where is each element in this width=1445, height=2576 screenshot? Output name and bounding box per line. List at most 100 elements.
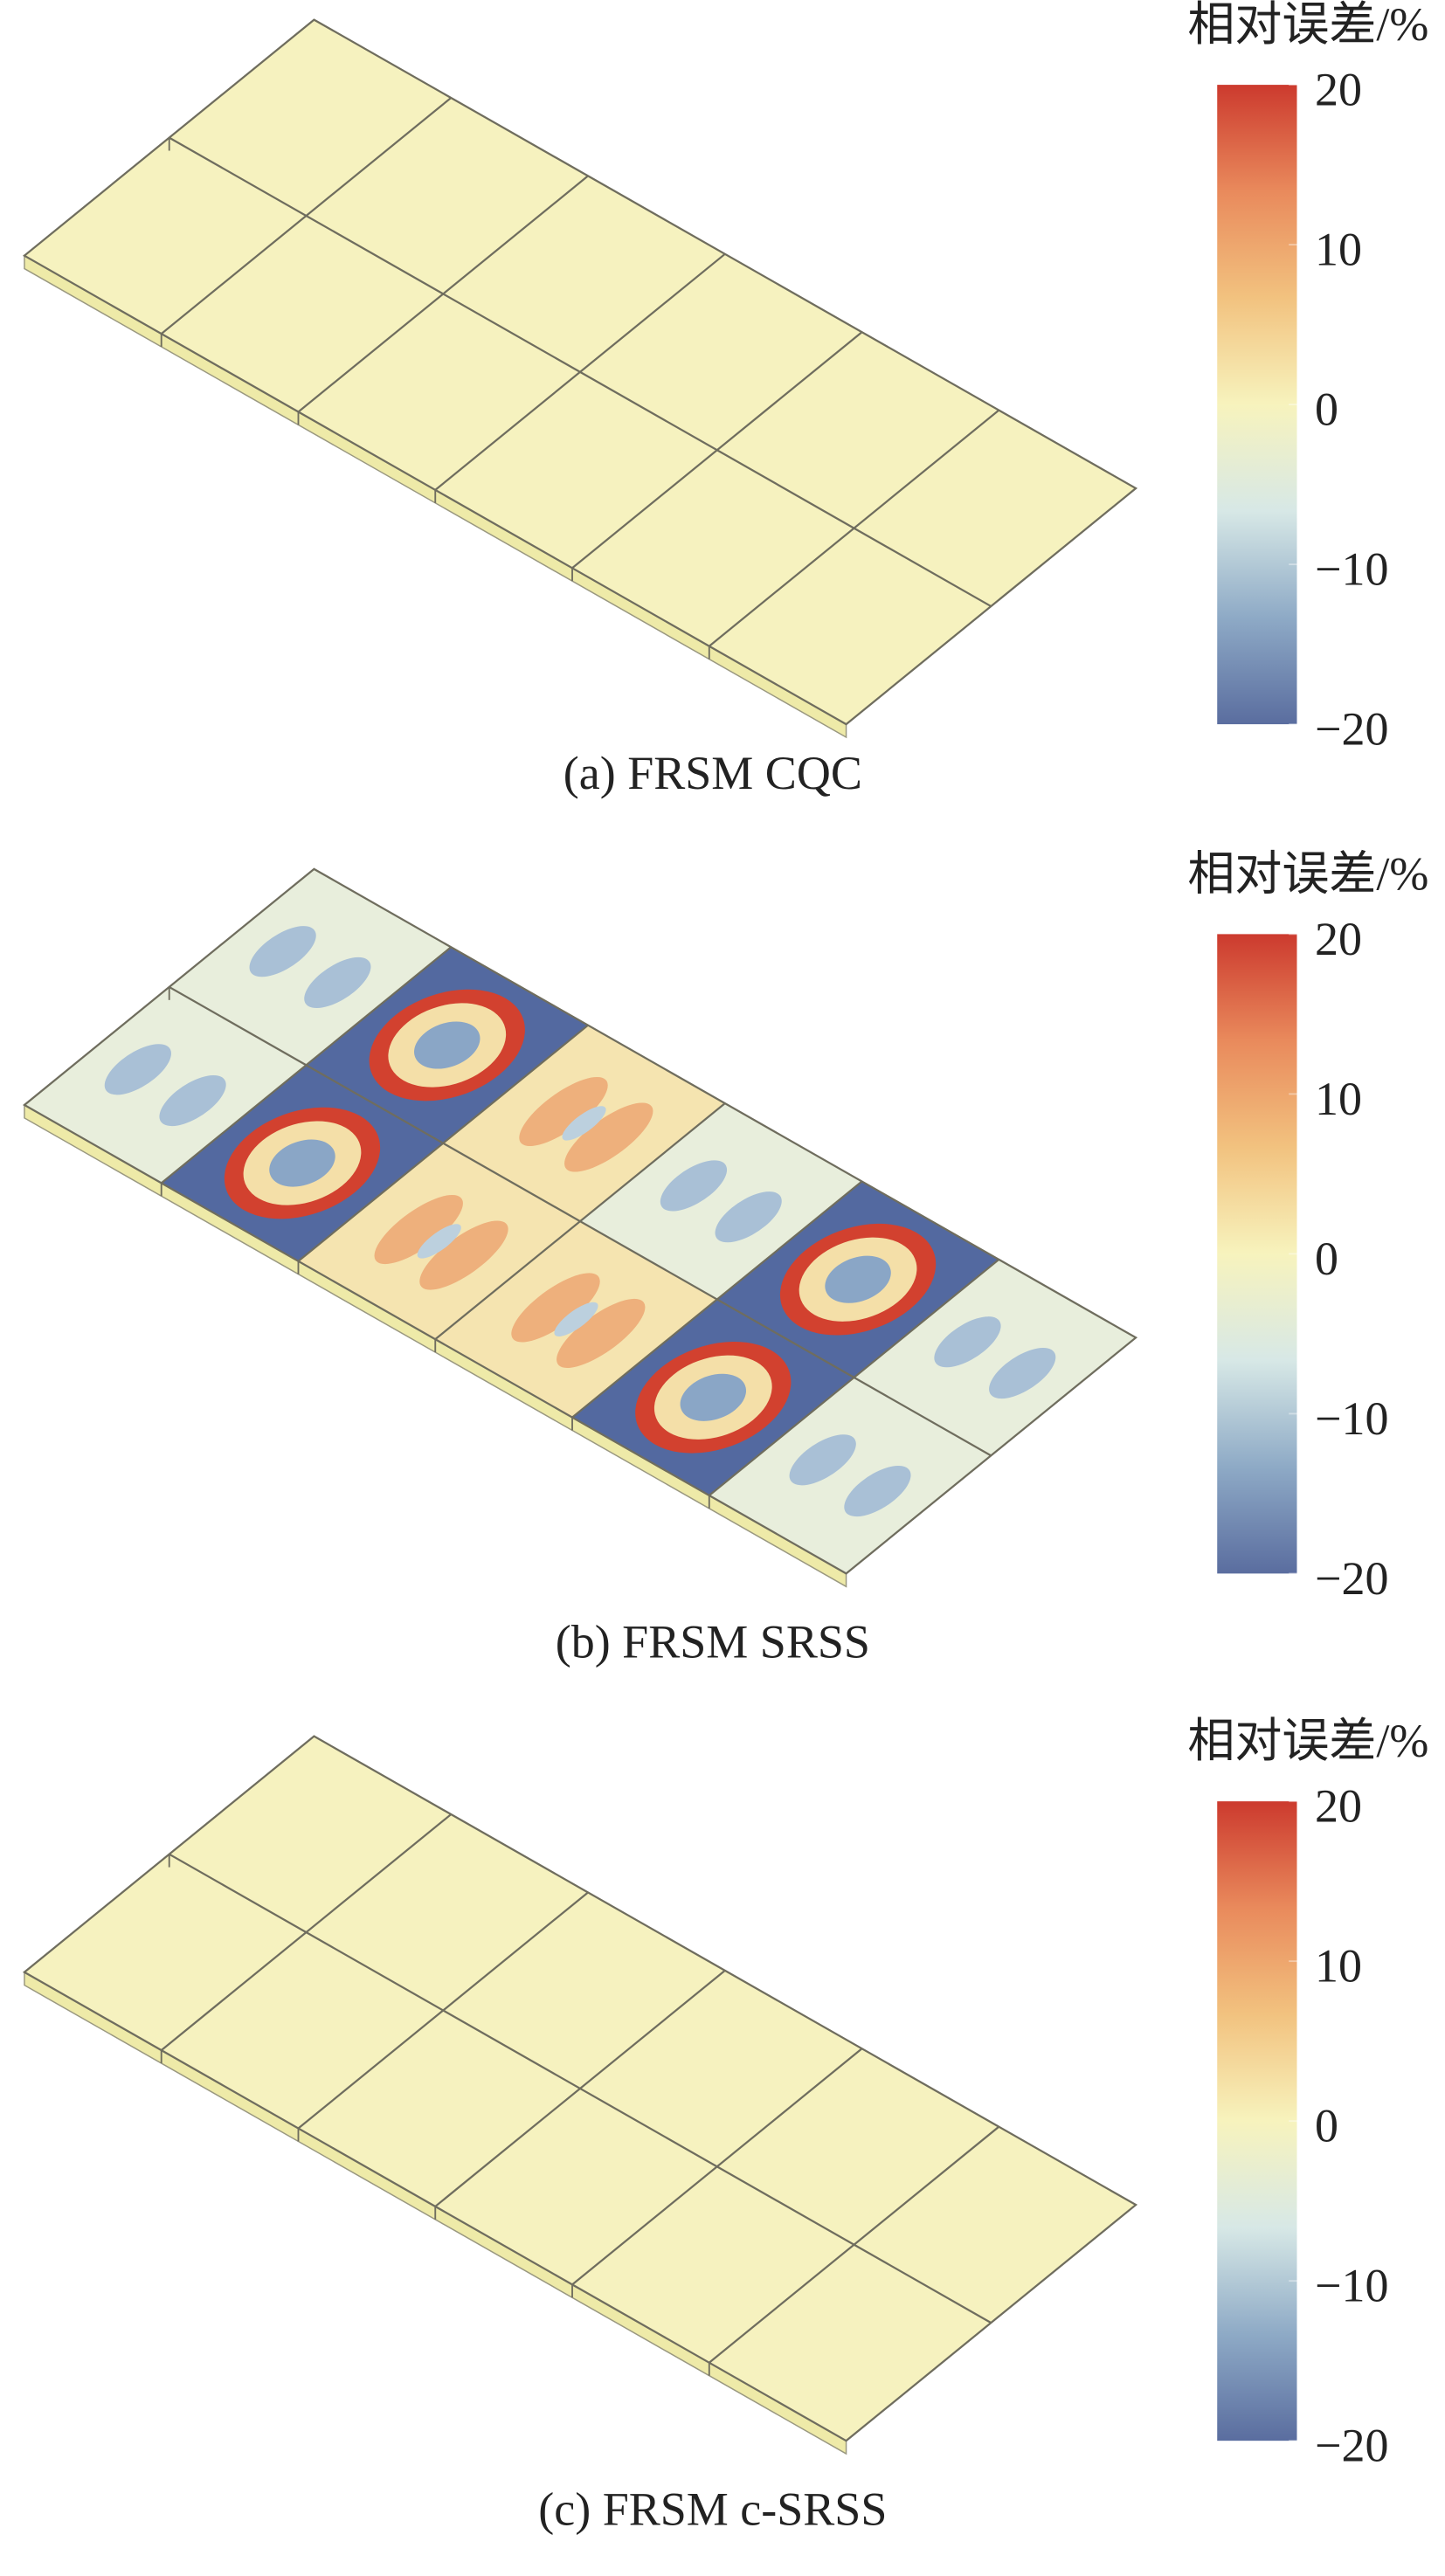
cell-field — [580, 253, 862, 451]
colorbar-tick-label: 0 — [1315, 1233, 1338, 1285]
cell-field — [572, 450, 854, 646]
cell-field — [580, 1103, 862, 1300]
cell-field — [435, 371, 717, 569]
colorbar-title: 相对误差/% — [1187, 1715, 1428, 1767]
colorbar-tick-label: 20 — [1315, 64, 1362, 116]
cell — [709, 2244, 992, 2441]
cell-field — [564, 1102, 653, 1172]
cell — [435, 371, 717, 569]
cell-field — [24, 1854, 307, 2051]
cell-field — [554, 1302, 598, 1337]
cell-field — [169, 19, 452, 217]
cell — [716, 1181, 999, 1378]
colorbar-tick-label: −10 — [1315, 2260, 1388, 2312]
cell-field — [934, 1316, 1001, 1368]
cell — [298, 1143, 581, 1340]
cell — [854, 410, 1137, 607]
cell-field — [716, 332, 999, 528]
cell-field — [854, 1259, 1137, 1456]
plate-outline — [22, 867, 1138, 1575]
colorbar-tick-label: 0 — [1315, 383, 1338, 436]
colorbar-tick-label: 10 — [1315, 224, 1362, 276]
colorbar-tick-label: 20 — [1315, 913, 1362, 965]
cell-field — [709, 2244, 992, 2441]
cell-field — [435, 2088, 717, 2285]
cell — [435, 2088, 717, 2285]
cell — [306, 947, 589, 1143]
cell-field — [572, 2166, 854, 2363]
cell-field — [298, 294, 581, 490]
cell — [161, 1065, 444, 1261]
cell-field — [844, 1465, 911, 1517]
cell-field — [443, 1892, 725, 2089]
cell-field — [716, 2048, 999, 2245]
colorbar-tick-label: 20 — [1315, 1780, 1362, 1833]
cell — [580, 253, 862, 451]
panel-caption: (b) FRSM SRSS — [556, 1616, 870, 1668]
cell-field — [417, 1224, 461, 1259]
cell-field — [161, 216, 444, 412]
cell — [854, 1259, 1137, 1456]
cell — [854, 2126, 1137, 2324]
colorbar — [1217, 85, 1297, 725]
panel-caption: (c) FRSM c-SRSS — [538, 2483, 887, 2535]
cell — [161, 216, 444, 412]
cell — [709, 528, 992, 725]
colorbar — [1217, 1801, 1297, 2441]
colorbar-title: 相对误差/% — [1187, 0, 1428, 51]
cell — [24, 1854, 307, 2051]
cell-field — [104, 1044, 171, 1095]
stiffener — [169, 136, 992, 608]
cell — [716, 2048, 999, 2245]
panel-caption: (a) FRSM CQC — [563, 747, 862, 799]
cell — [572, 2166, 854, 2363]
cell — [572, 1299, 854, 1495]
cell — [580, 1970, 862, 2167]
cell-field — [789, 1434, 856, 1486]
colorbar-title: 相对误差/% — [1187, 847, 1428, 900]
panel: 相对误差/% 20 10 0 −10 −20 (a) FRSM CQC — [22, 0, 1428, 799]
cell — [169, 868, 452, 1066]
cell — [306, 97, 589, 294]
cell-field — [169, 1736, 452, 1933]
cell-field — [854, 410, 1137, 607]
cell-field — [374, 1194, 463, 1265]
stiffener — [169, 1853, 992, 2324]
colorbar-tick-label: −20 — [1315, 1552, 1388, 1605]
cell-field — [269, 1139, 335, 1187]
colorbar-tick-label: 10 — [1315, 1073, 1362, 1125]
cell-field — [557, 1298, 646, 1369]
colorbar-tick-label: −20 — [1315, 2420, 1388, 2472]
cell-field — [161, 1932, 444, 2129]
cell — [24, 137, 307, 335]
cell-field — [414, 1021, 481, 1069]
colorbar-tick-label: −10 — [1315, 543, 1388, 596]
cell — [443, 1025, 725, 1222]
cell-field — [580, 1970, 862, 2167]
cell-field — [680, 1373, 747, 1421]
colorbar-tick-label: −10 — [1315, 1392, 1388, 1445]
panel: 相对误差/% 20 10 0 −10 −20 (b) FRSM SRSS — [22, 847, 1428, 1668]
cell-field — [306, 1814, 589, 2011]
cell-field — [519, 1076, 608, 1147]
cell — [298, 2010, 581, 2207]
cell-field — [715, 1191, 782, 1243]
cell-field — [562, 1106, 606, 1141]
cell-field — [24, 137, 307, 335]
cell — [161, 1932, 444, 2129]
cell-field — [443, 176, 725, 372]
cell-field — [660, 1160, 728, 1212]
cell-field — [306, 97, 589, 294]
plate-outline — [22, 18, 1138, 726]
cell-field — [24, 986, 307, 1184]
cell-field — [298, 2010, 581, 2207]
cell-field — [511, 1273, 600, 1343]
cell — [169, 19, 452, 217]
cell-field — [825, 1255, 891, 1303]
cell — [580, 1103, 862, 1300]
cell — [169, 1736, 452, 1933]
panel: 相对误差/% 20 10 0 −10 −20 (c) FRSM c-SRSS — [22, 1715, 1428, 2535]
cell — [24, 986, 307, 1184]
